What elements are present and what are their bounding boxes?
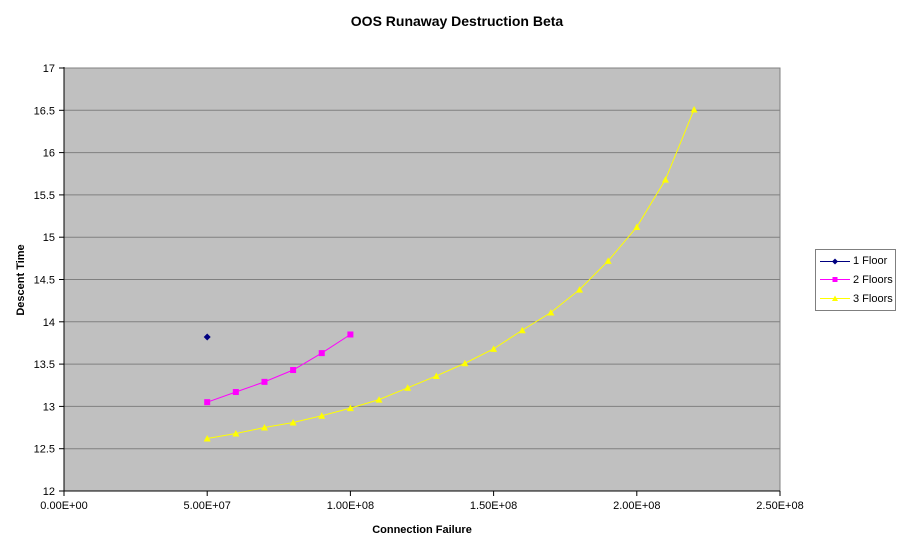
x-tick-label-4: 2.00E+08	[613, 500, 660, 512]
data-point-2-floors-0	[204, 399, 211, 406]
data-point-3-floors-0	[203, 435, 211, 442]
legend-marker-sample	[832, 258, 838, 265]
triangle-marker-icon	[820, 295, 850, 302]
y-tick-label-12: 12	[43, 486, 55, 498]
data-point-3-floors-9	[461, 359, 469, 367]
y-tick-label-14: 14	[43, 317, 55, 329]
data-point-3-floors-4	[318, 412, 326, 419]
x-tick-label-5: 2.50E+08	[756, 500, 803, 512]
legend: 1 Floor 2 Floors 3 Floors	[815, 249, 896, 311]
data-point-3-floors-17	[690, 105, 698, 113]
data-point-3-floors-14	[604, 257, 612, 264]
y-tick-label-17: 17	[43, 63, 55, 75]
diamond-marker-icon	[820, 258, 850, 265]
data-point-3-floors-2	[260, 424, 268, 431]
legend-marker-sample	[832, 295, 838, 302]
legend-item-3-floors: 3 Floors	[820, 293, 893, 305]
y-tick-label-16: 16	[43, 148, 55, 160]
chart-title: OOS Runaway Destruction Beta	[350, 13, 564, 29]
legend-item-2-floors: 2 Floors	[820, 274, 893, 286]
data-point-3-floors-7	[404, 384, 412, 391]
legend-marker-sample	[832, 277, 838, 283]
series-line-2-floors	[207, 334, 351, 403]
data-point-3-floors-3	[289, 418, 297, 426]
x-tick-label-2: 1.00E+08	[327, 500, 374, 512]
y-tick-label-15: 15	[43, 232, 55, 244]
y-tick-label-15.5: 15.5	[34, 190, 55, 202]
x-tick-label-1: 5.00E+07	[183, 500, 230, 512]
data-point-3-floors-1	[232, 429, 240, 437]
data-point-2-floors-5	[347, 331, 354, 338]
legend-label: 1 Floor	[853, 255, 888, 268]
data-point-3-floors-5	[346, 404, 354, 412]
data-point-3-floors-10	[490, 345, 498, 352]
legend-item-1-floor: 1 Floor	[820, 255, 893, 267]
y-tick-label-12.5: 12.5	[34, 444, 55, 456]
data-point-2-floors-3	[290, 367, 297, 374]
y-tick-label-13: 13	[43, 401, 55, 413]
data-point-3-floors-8	[432, 372, 440, 379]
y-tick-label-13.5: 13.5	[34, 359, 55, 371]
data-point-3-floors-12	[547, 308, 555, 316]
legend-label: 2 Floors	[853, 273, 893, 286]
series-line-3-floors	[207, 109, 695, 440]
y-tick-label-14.5: 14.5	[34, 275, 55, 287]
data-point-2-floors-2	[261, 378, 268, 385]
data-point-3-floors-16	[661, 176, 669, 183]
data-point-3-floors-13	[576, 286, 584, 293]
x-axis-title: Connection Failure	[372, 524, 472, 536]
data-point-3-floors-6	[375, 396, 383, 403]
y-tick-label-16.5: 16.5	[34, 105, 55, 117]
legend-label: 3 Floors	[853, 292, 893, 305]
data-point-3-floors-15	[633, 223, 641, 231]
data-point-2-floors-1	[232, 389, 239, 396]
x-tick-label-3: 1.50E+08	[470, 500, 517, 512]
data-point-3-floors-11	[518, 326, 526, 334]
square-marker-icon	[820, 277, 850, 283]
data-point-1-floor-0	[203, 333, 211, 341]
x-tick-label-0: 0.00E+00	[40, 500, 87, 512]
data-point-2-floors-4	[318, 350, 325, 357]
y-axis-title: Descent Time	[15, 244, 27, 316]
